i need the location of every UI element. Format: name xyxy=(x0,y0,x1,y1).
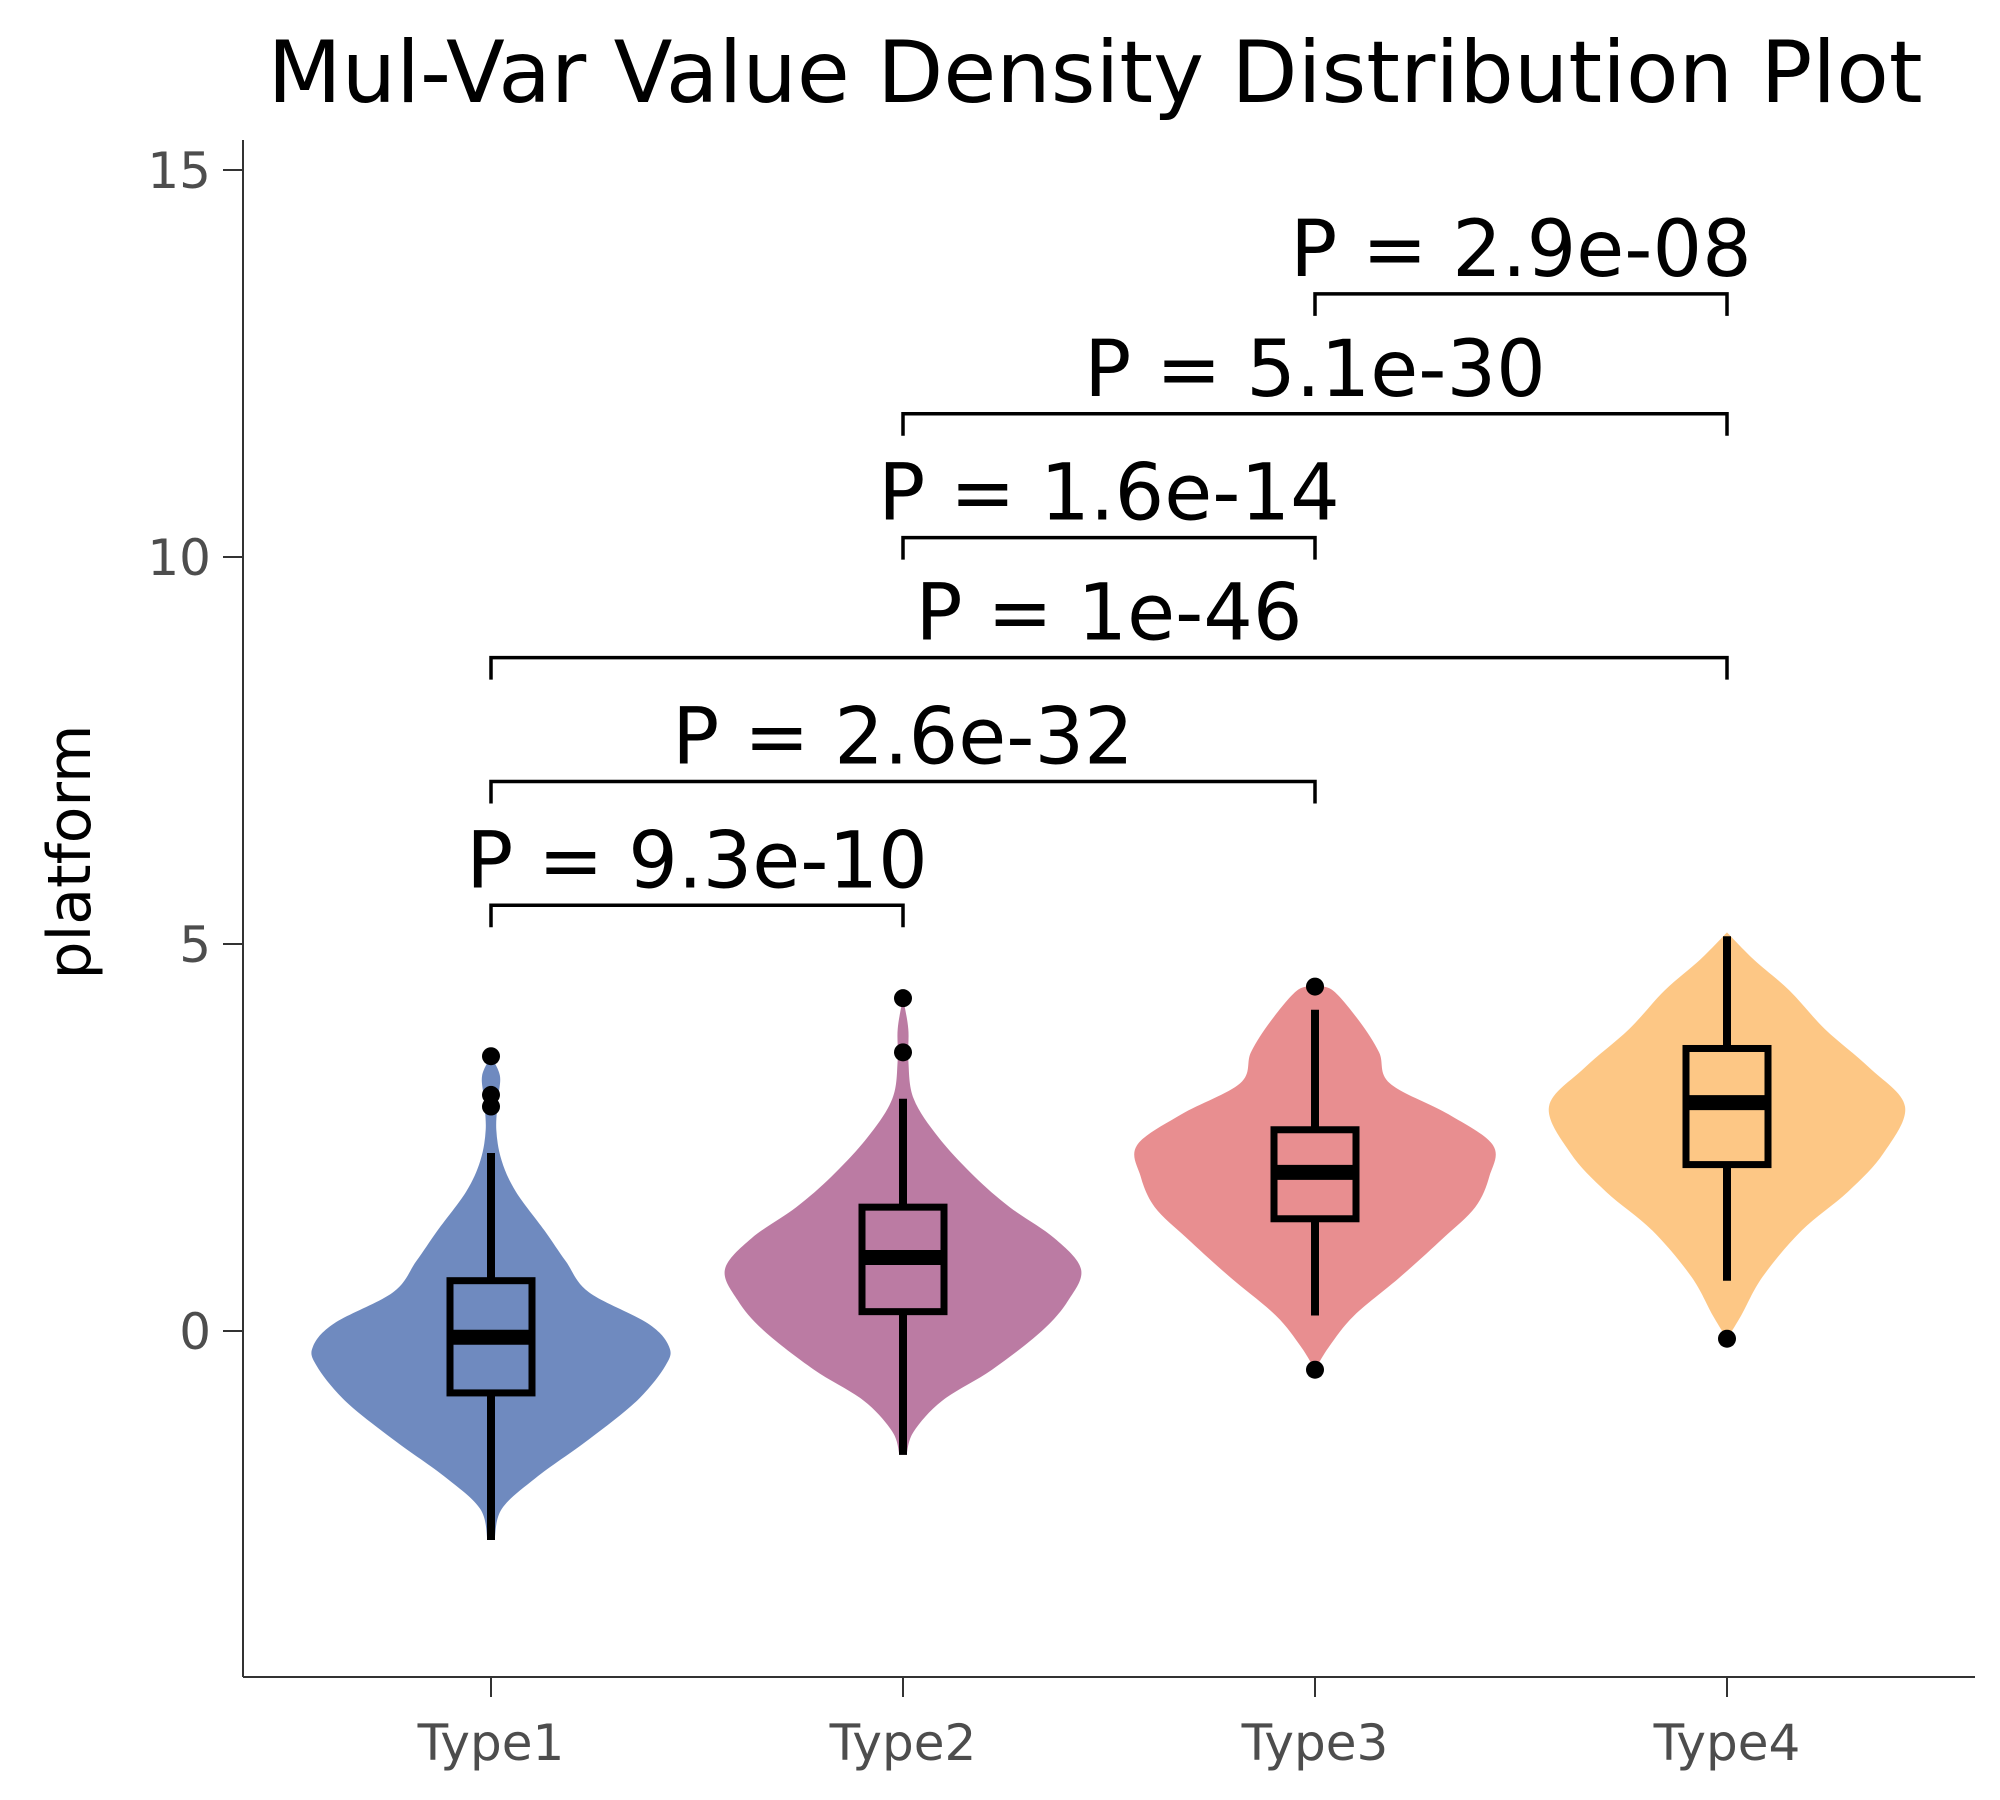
boxplots-layer xyxy=(446,936,1772,1540)
outlier-point xyxy=(894,989,912,1008)
violin-type1 xyxy=(311,1056,671,1540)
y-tick-label: 5 xyxy=(179,916,211,974)
comparison-bracket xyxy=(901,412,1729,436)
comparison-bracket xyxy=(489,779,1317,804)
y-tick-label: 0 xyxy=(179,1303,211,1361)
comparison-bracket xyxy=(901,535,1317,560)
x-tick-label: Type3 xyxy=(1241,1714,1389,1772)
p-value-label: P = 1.6e-14 xyxy=(878,449,1339,539)
p-value-label: P = 2.6e-32 xyxy=(672,692,1133,782)
y-tick-label: 15 xyxy=(147,142,211,200)
comparison-bracket xyxy=(489,655,1729,680)
violin-type2 xyxy=(724,998,1082,1455)
axes-layer: 0 5 10 15 Type1 Type2 Type3 Type4 xyxy=(147,140,1975,1772)
outliers-layer xyxy=(482,977,1736,1379)
chart-title: Mul-Var Value Density Distribution Plot xyxy=(267,23,1922,123)
x-tick-label: Type2 xyxy=(829,1714,977,1772)
p-value-label: P = 9.3e-10 xyxy=(466,816,927,906)
comparisons-layer: P = 9.3e-10 P = 2.6e-32 P = 1e-46 P = 1.6e-… xyxy=(466,205,1752,928)
outlier-point xyxy=(482,1047,500,1066)
violin-type4 xyxy=(1548,932,1906,1339)
comparison-bracket xyxy=(1313,292,1729,316)
p-value-label: P = 2.9e-08 xyxy=(1290,205,1751,295)
outlier-point xyxy=(1718,1329,1736,1348)
x-tick-label: Type4 xyxy=(1653,1714,1801,1772)
y-tick-label: 10 xyxy=(147,529,211,587)
x-tick-label: Type1 xyxy=(417,1714,565,1772)
violins-layer xyxy=(311,932,1906,1540)
comparison-bracket xyxy=(489,903,905,928)
p-value-label: P = 1e-46 xyxy=(916,569,1303,659)
outlier-point xyxy=(894,1043,912,1062)
outlier-point xyxy=(1306,1360,1324,1379)
y-axis-label: platform xyxy=(35,725,105,980)
p-value-label: P = 5.1e-30 xyxy=(1084,325,1545,415)
outlier-point xyxy=(1306,977,1324,996)
outlier-point xyxy=(482,1097,500,1116)
